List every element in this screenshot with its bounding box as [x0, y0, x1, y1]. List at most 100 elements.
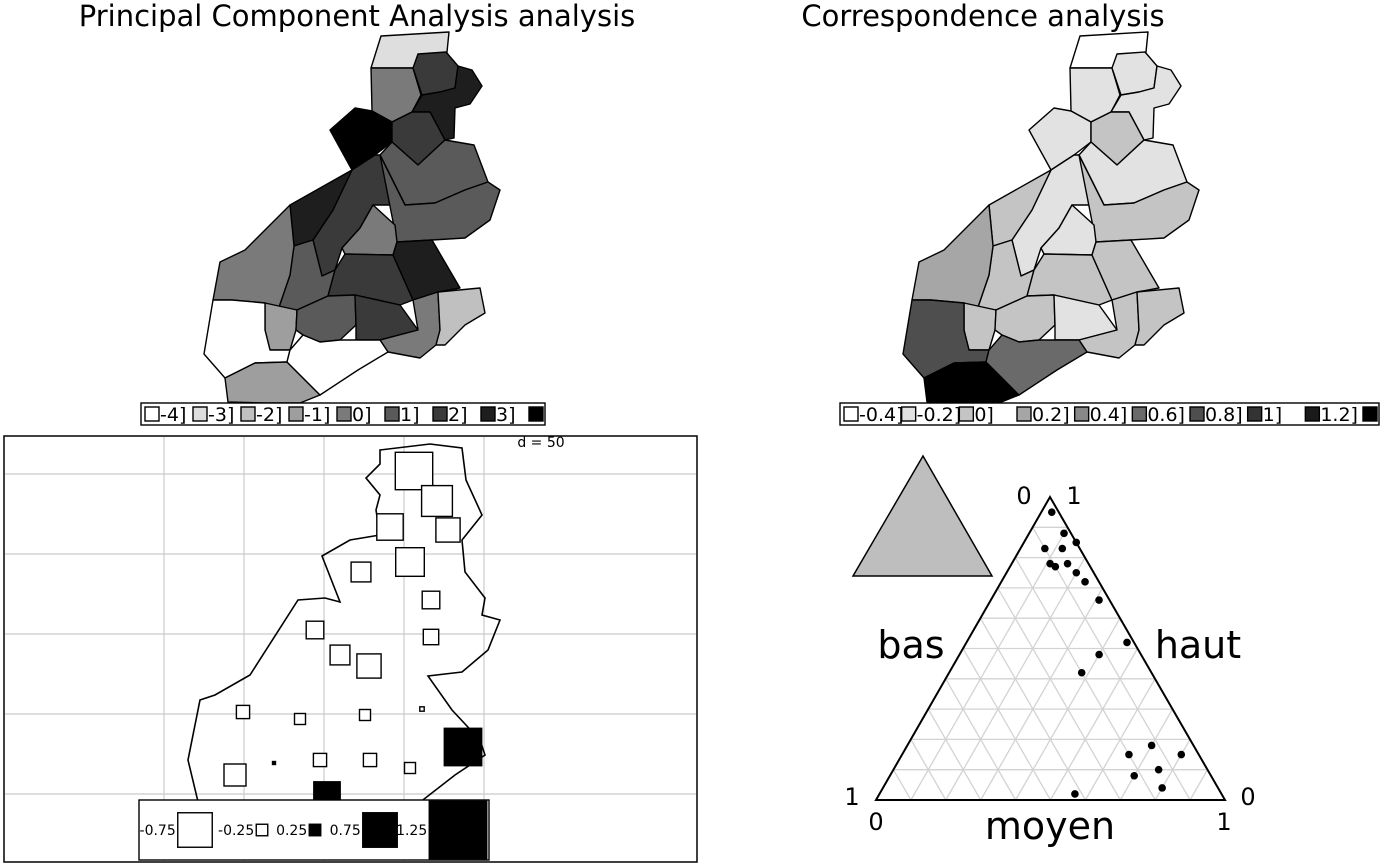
legend-swatch: [432, 406, 448, 422]
legend-square-label: -0.25: [218, 823, 254, 839]
square-mark: [350, 561, 372, 583]
legend-swatch: [528, 406, 544, 422]
legend-swatch: [1016, 406, 1032, 422]
legend-swatch: [384, 406, 400, 422]
legend-square: [308, 823, 322, 837]
square-mark: [435, 517, 461, 543]
legend-break-label: 0]: [352, 404, 372, 426]
ternary-axis-label-right: haut: [1155, 623, 1241, 667]
square-mark: [420, 484, 454, 518]
pca-choropleth-map: [203, 31, 501, 404]
legend-square-label: 0.25: [276, 823, 307, 839]
square-mark: [356, 653, 382, 679]
map-region: [264, 302, 298, 351]
legend-square: [428, 800, 488, 860]
ternary-point: [1123, 638, 1131, 647]
legend-square-label: 0.75: [330, 823, 361, 839]
grid-size-label: d = 50: [517, 435, 564, 451]
legend-break-label: -3]: [208, 404, 234, 426]
ternary-tick-bottom-left-outer: 1: [844, 783, 859, 811]
legend-swatch: [900, 406, 917, 422]
square-mark: [312, 752, 328, 768]
legend-swatch: [144, 406, 160, 422]
ternary-tick-bottom-right-outer: 0: [1240, 783, 1255, 811]
ternary-point: [1072, 568, 1081, 577]
legend-square: [177, 812, 213, 848]
legend-break-label: 1]: [1263, 404, 1283, 426]
ca-choropleth-map: [902, 31, 1200, 404]
legend-break-label: -1]: [304, 404, 330, 426]
legend-swatch: [1246, 406, 1263, 422]
legend-swatch: [1304, 406, 1321, 422]
square-mark: [395, 547, 426, 578]
ternary-point: [1147, 741, 1156, 750]
square-map-outline: [187, 443, 502, 811]
legend-break-label: -0.4]: [859, 404, 904, 426]
ternary-point: [1051, 562, 1060, 571]
pca-title: Principal Component Analysis analysis: [79, 0, 636, 33]
legend-swatch: [336, 406, 352, 422]
map-region: [212, 204, 295, 311]
square-mark: [421, 590, 441, 610]
legend-swatch: [958, 406, 975, 422]
legend-break-label: 0.2]: [1032, 404, 1070, 426]
square-mark: [305, 620, 325, 640]
ternary-axis-label-bottom: moyen: [985, 804, 1115, 848]
ca-legend: -0.4] -0.2] 0] 0.2] 0.4] 0.6] 0.8] 1] 1.2]: [839, 402, 1380, 426]
ternary-tick-bottom-right-inner: 1: [1216, 808, 1231, 836]
square-mark: [271, 760, 277, 766]
ternary-point: [1177, 750, 1186, 759]
legend-break-label: 0.4]: [1090, 404, 1128, 426]
square-mark: [443, 727, 483, 767]
ternary-tick-top-left: 0: [1016, 482, 1031, 510]
legend-break-label: 0]: [974, 404, 994, 426]
legend-break-label: -4]: [160, 404, 186, 426]
legend-square: [255, 823, 269, 837]
ternary-point: [1072, 538, 1081, 547]
legend-swatch: [1362, 406, 1378, 422]
ternary-point: [1154, 765, 1163, 774]
map-region: [985, 334, 1088, 396]
legend-square: [362, 812, 398, 848]
ternary-point: [1063, 559, 1072, 568]
map-region: [435, 287, 486, 346]
ternary-axis-label-left: bas: [877, 623, 944, 667]
ternary-point: [1058, 544, 1067, 553]
square-mark: [293, 712, 307, 726]
legend-square-label: 1.25: [396, 823, 427, 839]
legend-swatch: [192, 406, 208, 422]
legend-break-label: -0.2]: [917, 404, 962, 426]
legend-break-label: 0.6]: [1147, 404, 1185, 426]
square-mark: [419, 706, 425, 712]
square-mark: [358, 708, 372, 722]
legend-swatch: [1189, 406, 1205, 422]
ternary-tick-bottom-left-inner: 0: [868, 808, 883, 836]
legend-swatch: [1131, 406, 1148, 422]
ternary-point: [1095, 650, 1103, 659]
ternary-key-triangle: [851, 454, 994, 577]
legend-swatch: [240, 406, 256, 422]
ternary-point: [1130, 771, 1139, 780]
ternary-point: [1081, 578, 1089, 586]
ternary-point: [1125, 750, 1133, 759]
legend-break-label: 1]: [400, 404, 420, 426]
legend-break-label: -2]: [256, 404, 282, 426]
map-region: [923, 361, 1020, 404]
legend-break-label: 3]: [496, 404, 516, 426]
map-region: [286, 334, 389, 396]
square-mark: [329, 644, 351, 666]
square-mark: [422, 628, 440, 646]
map-region: [224, 361, 321, 404]
square-mark: [376, 513, 404, 541]
ternary-points: [1041, 508, 1186, 798]
square-mark: [394, 451, 434, 491]
map-region: [963, 302, 997, 351]
legend-break-label: 2]: [448, 404, 468, 426]
ternary-point: [1077, 668, 1086, 677]
square-mark: [403, 761, 417, 775]
square-mark: [362, 752, 378, 768]
ternary-point: [1047, 508, 1056, 516]
legend-break-label: 0.8]: [1205, 404, 1243, 426]
ternary-panel: bas haut moyen 0 1 1 0 0 1: [844, 454, 1256, 848]
ca-title: Correspondence analysis: [801, 0, 1164, 33]
